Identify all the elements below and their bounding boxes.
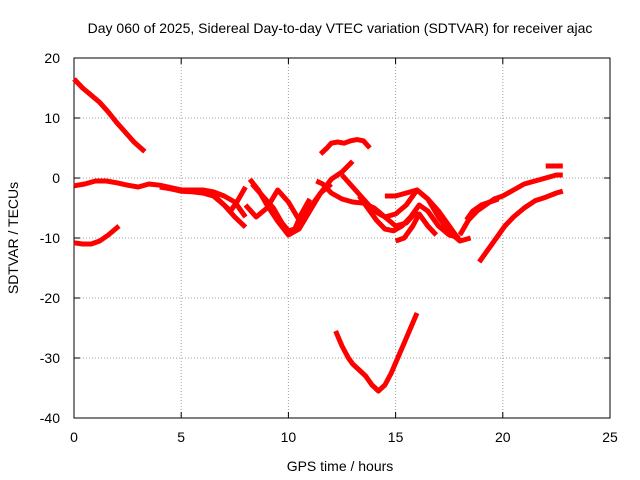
series-track-1 (72, 77, 147, 154)
x-tick-label: 20 (495, 429, 511, 445)
series-track-15 (394, 211, 439, 244)
series-track-2 (73, 178, 248, 219)
y-axis-label: SDTVAR / TECUs (5, 182, 21, 294)
y-tick-label: 10 (44, 110, 60, 126)
x-tick-label: 15 (388, 429, 404, 445)
series-track-17 (477, 188, 564, 264)
series-track-8 (250, 182, 312, 234)
series-track-16 (457, 172, 563, 237)
series-track-5 (201, 187, 248, 230)
y-tick-label: -30 (40, 350, 60, 366)
series-track-9 (318, 137, 372, 156)
series-track-14 (384, 187, 472, 244)
x-tick-label: 0 (70, 429, 78, 445)
x-tick-label: 5 (177, 429, 185, 445)
x-tick-label: 25 (602, 429, 618, 445)
series-track-3 (73, 224, 121, 247)
x-tick-label: 10 (281, 429, 297, 445)
y-tick-label: 0 (52, 170, 60, 186)
y-tick-label: -10 (40, 230, 60, 246)
series-track-13 (357, 194, 461, 241)
axis-ticks: 0 5 10 15 20 25 -40 -30 -20 -10 0 10 20 (40, 50, 618, 445)
data-series (72, 77, 564, 394)
series-track-7 (243, 182, 333, 223)
series-track-11 (333, 312, 420, 394)
grid-lines (74, 58, 610, 418)
y-tick-label: 20 (44, 50, 60, 66)
chart-title: Day 060 of 2025, Sidereal Day-to-day VTE… (88, 20, 593, 36)
y-tick-label: -40 (40, 410, 60, 426)
x-axis-label: GPS time / hours (287, 458, 394, 474)
series-track-19 (464, 196, 500, 222)
y-tick-label: -20 (40, 290, 60, 306)
